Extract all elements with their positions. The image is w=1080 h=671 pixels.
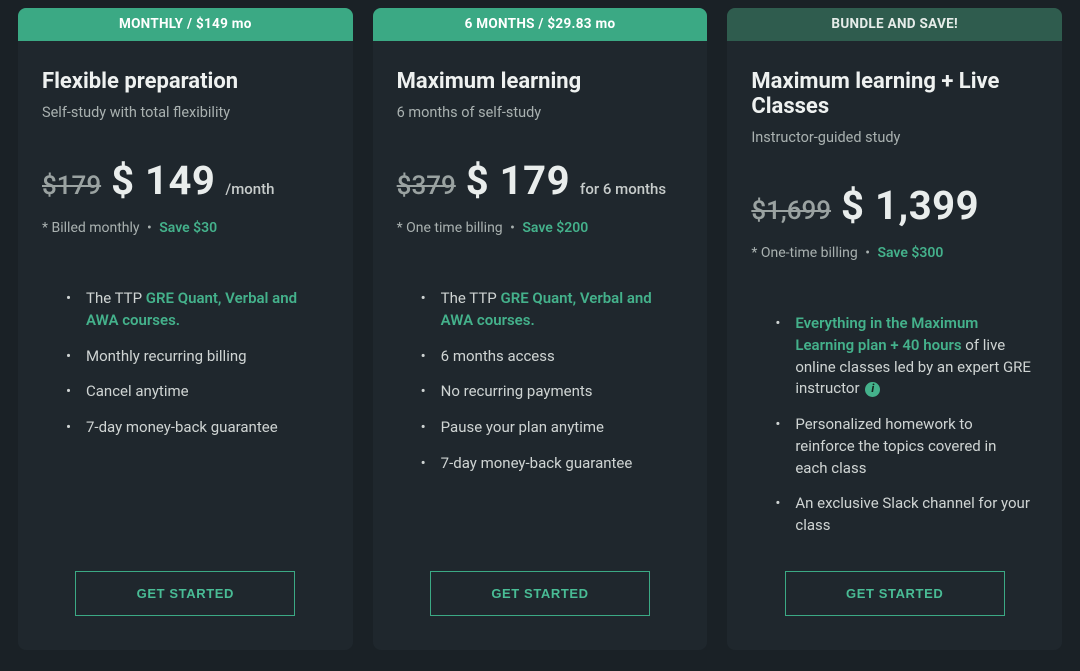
feature-item: No recurring payments (421, 381, 678, 403)
billing-note: * Billed monthly (42, 220, 140, 236)
feature-item: 7-day money-back guarantee (66, 417, 323, 439)
feature-text: Monthly recurring billing (86, 347, 247, 365)
price-row: $379 $ 179 for 6 months (397, 157, 684, 204)
feature-text: Personalized homework to reinforce the t… (795, 415, 996, 477)
price-suffix: for 6 months (580, 180, 666, 198)
plan-summary: Flexible preparation Self-study with tot… (18, 41, 353, 258)
plan-six-months: 6 MONTHS / $29.83 mo Maximum learning 6 … (373, 8, 708, 650)
price-row: $179 $ 149 /month (42, 157, 329, 204)
separator-dot: • (510, 220, 515, 236)
feature-text: 6 months access (441, 347, 555, 365)
old-price: $179 (42, 171, 101, 201)
save-amount: Save $30 (159, 220, 217, 236)
plan-header: MONTHLY / $149 mo (18, 8, 353, 41)
plan-title: Flexible preparation (42, 69, 329, 94)
separator-dot: • (865, 245, 870, 261)
get-started-button[interactable]: GET STARTED (785, 571, 1005, 616)
plan-header: 6 MONTHS / $29.83 mo (373, 8, 708, 41)
feature-text: 7-day money-back guarantee (86, 418, 278, 436)
billing-line: * Billed monthly • Save $30 (42, 220, 329, 236)
cta-wrap: GET STARTED (18, 561, 353, 650)
new-price: $ 1,399 (841, 182, 979, 229)
save-amount: Save $200 (522, 220, 588, 236)
feature-text: 7-day money-back guarantee (441, 454, 633, 472)
plan-title: Maximum learning (397, 69, 684, 94)
plan-subtitle: Instructor-guided study (751, 129, 1038, 146)
feature-item: The TTP GRE Quant, Verbal and AWA course… (66, 288, 323, 332)
feature-item: Everything in the Maximum Learning plan … (775, 313, 1032, 400)
pricing-plans: MONTHLY / $149 mo Flexible preparation S… (18, 8, 1062, 650)
price-suffix: /month (225, 180, 274, 198)
plan-title: Maximum learning + Live Classes (751, 69, 1038, 119)
cta-wrap: GET STARTED (727, 561, 1062, 650)
feature-list: The TTP GRE Quant, Verbal and AWA course… (373, 258, 708, 561)
billing-line: * One-time billing • Save $300 (751, 245, 1038, 261)
feature-item: 7-day money-back guarantee (421, 453, 678, 475)
billing-line: * One time billing • Save $200 (397, 220, 684, 236)
new-price: $ 149 (111, 157, 215, 204)
plan-bundle: BUNDLE AND SAVE! Maximum learning + Live… (727, 8, 1062, 650)
feature-text: An exclusive Slack channel for your clas… (795, 494, 1030, 534)
plan-summary: Maximum learning + Live Classes Instruct… (727, 41, 1062, 283)
feature-item: Cancel anytime (66, 381, 323, 403)
old-price: $379 (397, 171, 456, 201)
plan-subtitle: Self-study with total flexibility (42, 104, 329, 121)
feature-text: The TTP (86, 289, 146, 307)
feature-item: An exclusive Slack channel for your clas… (775, 493, 1032, 537)
feature-text: Pause your plan anytime (441, 418, 604, 436)
info-icon[interactable]: i (865, 382, 880, 397)
save-amount: Save $300 (877, 245, 943, 261)
cta-wrap: GET STARTED (373, 561, 708, 650)
feature-text: No recurring payments (441, 382, 593, 400)
feature-item: Personalized homework to reinforce the t… (775, 414, 1032, 479)
get-started-button[interactable]: GET STARTED (75, 571, 295, 616)
feature-list: Everything in the Maximum Learning plan … (727, 283, 1062, 561)
get-started-button[interactable]: GET STARTED (430, 571, 650, 616)
feature-item: 6 months access (421, 346, 678, 368)
price-row: $1,699 $ 1,399 (751, 182, 1038, 229)
feature-item: Pause your plan anytime (421, 417, 678, 439)
new-price: $ 179 (466, 157, 570, 204)
feature-item: Monthly recurring billing (66, 346, 323, 368)
feature-list: The TTP GRE Quant, Verbal and AWA course… (18, 258, 353, 561)
feature-text: The TTP (441, 289, 501, 307)
plan-summary: Maximum learning 6 months of self-study … (373, 41, 708, 258)
plan-subtitle: 6 months of self-study (397, 104, 684, 121)
billing-note: * One-time billing (751, 245, 857, 261)
separator-dot: • (147, 220, 152, 236)
feature-highlight: Everything in the Maximum Learning plan … (795, 314, 978, 354)
feature-item: The TTP GRE Quant, Verbal and AWA course… (421, 288, 678, 332)
plan-header: BUNDLE AND SAVE! (727, 8, 1062, 41)
feature-text: Cancel anytime (86, 382, 189, 400)
plan-monthly: MONTHLY / $149 mo Flexible preparation S… (18, 8, 353, 650)
billing-note: * One time billing (397, 220, 503, 236)
old-price: $1,699 (751, 196, 831, 226)
